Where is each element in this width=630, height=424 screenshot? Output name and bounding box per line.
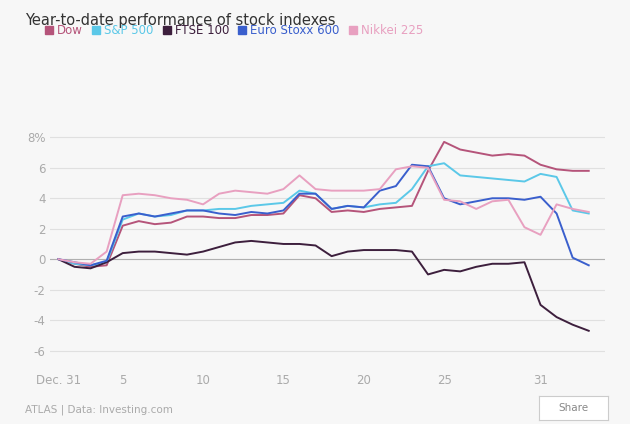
Legend: Dow, S&P 500, FTSE 100, Euro Stoxx 600, Nikkei 225: Dow, S&P 500, FTSE 100, Euro Stoxx 600, …: [45, 24, 423, 37]
Text: Year-to-date performance of stock indexes: Year-to-date performance of stock indexe…: [25, 13, 336, 28]
Text: ATLAS | Data: Investing.com: ATLAS | Data: Investing.com: [25, 404, 173, 415]
Text: Share: Share: [558, 403, 588, 413]
